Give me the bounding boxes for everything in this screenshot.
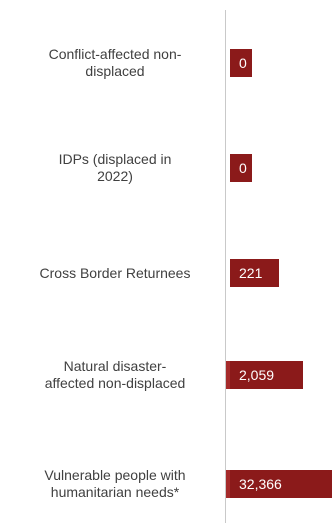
bar bbox=[230, 49, 252, 77]
bar bbox=[230, 259, 280, 287]
bar-start-marker bbox=[226, 361, 230, 389]
bar-start-marker bbox=[226, 470, 230, 498]
bar bbox=[230, 361, 304, 389]
value-label: 32,366 bbox=[239, 476, 282, 492]
value-label: 2,059 bbox=[239, 367, 275, 383]
category-label-line: Vulnerable people with bbox=[44, 467, 186, 483]
bar bbox=[230, 470, 332, 498]
category-label-line: affected non-displaced bbox=[44, 375, 186, 391]
category-label: Cross Border Returnees bbox=[10, 265, 220, 282]
bar bbox=[230, 154, 252, 182]
category-label-line: humanitarian needs* bbox=[50, 484, 180, 500]
category-label: Natural disaster-affected non-displaced bbox=[10, 358, 220, 392]
category-label: Conflict-affected non-displaced bbox=[10, 46, 220, 80]
category-label: Vulnerable people with humanitarian needs… bbox=[10, 467, 220, 501]
category-label-line: displaced bbox=[85, 63, 145, 79]
value-label: 221 bbox=[239, 265, 263, 281]
category-label-line: Cross Border Returnees bbox=[39, 264, 191, 281]
category-label: IDPs (displaced in 2022) bbox=[10, 151, 220, 185]
category-label-line: Conflict-affected non- bbox=[48, 46, 182, 62]
category-label-line: Natural disaster- bbox=[63, 358, 167, 374]
category-label-line: 2022) bbox=[97, 168, 133, 184]
value-label: 0 bbox=[239, 160, 247, 176]
category-axis-line bbox=[225, 10, 226, 523]
category-label-line: IDPs (displaced in bbox=[58, 151, 172, 167]
value-label: 0 bbox=[239, 55, 247, 71]
